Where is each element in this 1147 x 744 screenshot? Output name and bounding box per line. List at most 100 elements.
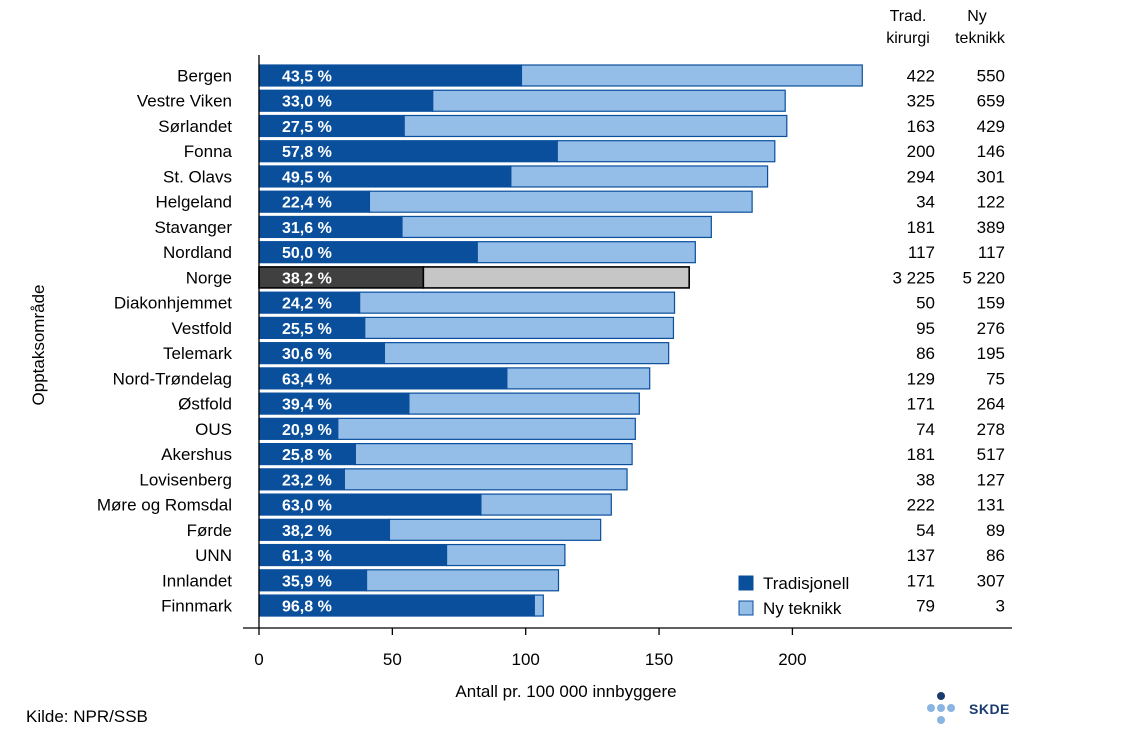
trad-count: 86 <box>916 344 935 363</box>
percent-label: 22,4 % <box>282 195 332 212</box>
bar-ny-teknikk <box>533 594 544 617</box>
x-tick-label: 150 <box>645 650 673 669</box>
trad-count: 34 <box>916 193 935 212</box>
ny-count: 389 <box>977 218 1005 237</box>
ny-count: 659 <box>977 92 1005 111</box>
bar-ny-teknikk <box>401 215 712 239</box>
category-label: Akershus <box>161 445 232 464</box>
percent-label: 38,2 % <box>282 270 332 287</box>
trad-count: 422 <box>907 67 935 86</box>
category-label: Norge <box>186 268 232 287</box>
trad-count: 74 <box>916 420 935 439</box>
bar-ny-teknikk <box>476 241 696 264</box>
x-tick-label: 200 <box>778 650 806 669</box>
category-label: Diakonhjemmet <box>114 294 232 313</box>
bar-ny-teknikk <box>343 468 628 491</box>
trad-count: 95 <box>916 319 935 338</box>
y-axis-title: Opptaksområde <box>29 285 48 406</box>
percent-label: 33,0 % <box>282 94 332 111</box>
trad-count: 200 <box>907 142 935 161</box>
trad-count: 38 <box>916 470 935 489</box>
bar-ny-teknikk <box>358 291 676 314</box>
trad-count: 79 <box>916 597 935 616</box>
bar-ny-teknikk <box>364 316 675 339</box>
ny-count: 276 <box>977 319 1005 338</box>
table-header-ny-line2: teknikk <box>955 30 1006 47</box>
category-label: Bergen <box>177 67 232 86</box>
category-label: Lovisenberg <box>139 470 232 489</box>
trad-count: 222 <box>907 496 935 515</box>
bar-ny-teknikk <box>337 417 636 440</box>
ny-count: 89 <box>986 521 1005 540</box>
ny-count: 5 220 <box>962 268 1005 287</box>
trad-count: 181 <box>907 445 935 464</box>
ny-count: 195 <box>977 344 1005 363</box>
ny-count: 127 <box>977 470 1005 489</box>
category-label: Nord-Trøndelag <box>113 369 232 388</box>
ny-count: 517 <box>977 445 1005 464</box>
source-note: Kilde: NPR/SSB <box>26 707 148 726</box>
legend-swatch <box>738 575 754 591</box>
percent-label: 25,8 % <box>282 447 332 464</box>
ny-count: 117 <box>978 243 1005 262</box>
bar-ny-teknikk <box>520 64 863 87</box>
category-label: Helgeland <box>155 193 232 212</box>
bar-ny-teknikk <box>383 342 670 365</box>
percent-label: 96,8 % <box>282 599 332 616</box>
trad-count: 181 <box>907 218 935 237</box>
percent-label: 20,9 % <box>282 422 332 439</box>
bar-ny-teknikk <box>445 543 566 567</box>
table-header-ny-line1: Ny <box>967 8 987 25</box>
bar-ny-teknikk <box>408 392 640 415</box>
trad-count: 3 225 <box>892 268 935 287</box>
percent-label: 61,3 % <box>282 548 332 565</box>
category-label: Vestre Viken <box>137 92 232 111</box>
bar-ny-teknikk <box>480 493 612 516</box>
percent-label: 23,2 % <box>282 472 332 489</box>
category-label: Østfold <box>178 395 232 414</box>
bar-ny-teknikk <box>422 266 690 289</box>
ny-count: 75 <box>986 369 1005 388</box>
percent-label: 57,8 % <box>282 144 332 161</box>
x-tick-label: 0 <box>254 650 263 669</box>
percent-label: 38,2 % <box>282 523 332 540</box>
bar-ny-teknikk <box>388 518 602 541</box>
category-label: Førde <box>187 521 232 540</box>
trad-count: 129 <box>907 369 935 388</box>
category-label: Fonna <box>184 142 233 161</box>
trad-count: 171 <box>907 571 935 590</box>
percent-label: 50,0 % <box>282 245 332 262</box>
bar-ny-teknikk <box>506 367 651 390</box>
percent-label: 63,0 % <box>282 498 332 515</box>
category-label: Telemark <box>163 344 232 363</box>
bar-ny-teknikk <box>556 140 776 163</box>
bar-ny-teknikk <box>432 89 786 112</box>
ny-count: 550 <box>977 67 1005 86</box>
legend-label: Tradisjonell <box>763 574 849 593</box>
bar-ny-teknikk <box>354 443 633 466</box>
trad-count: 325 <box>907 92 935 111</box>
trad-count: 171 <box>907 395 935 414</box>
bar-ny-teknikk <box>368 190 753 213</box>
ny-count: 301 <box>977 167 1005 186</box>
trad-count: 50 <box>916 294 935 313</box>
percent-label: 31,6 % <box>282 220 332 237</box>
percent-label: 63,4 % <box>282 371 332 388</box>
trad-count: 117 <box>908 243 935 262</box>
percent-label: 39,4 % <box>282 397 332 414</box>
category-label: OUS <box>195 420 232 439</box>
category-label: Innlandet <box>162 571 232 590</box>
trad-count: 137 <box>907 546 935 565</box>
category-label: Møre og Romsdal <box>97 496 232 515</box>
logo-text: SKDE <box>969 701 1010 717</box>
ny-count: 146 <box>977 142 1005 161</box>
ny-count: 307 <box>977 571 1005 590</box>
percent-label: 24,2 % <box>282 296 332 313</box>
category-label: Nordland <box>163 243 232 262</box>
percent-label: 30,6 % <box>282 346 332 363</box>
trad-count: 54 <box>916 521 935 540</box>
category-label: Vestfold <box>172 319 233 338</box>
percent-label: 49,5 % <box>282 169 332 186</box>
percent-label: 43,5 % <box>282 69 332 86</box>
bar-ny-teknikk <box>365 569 560 592</box>
